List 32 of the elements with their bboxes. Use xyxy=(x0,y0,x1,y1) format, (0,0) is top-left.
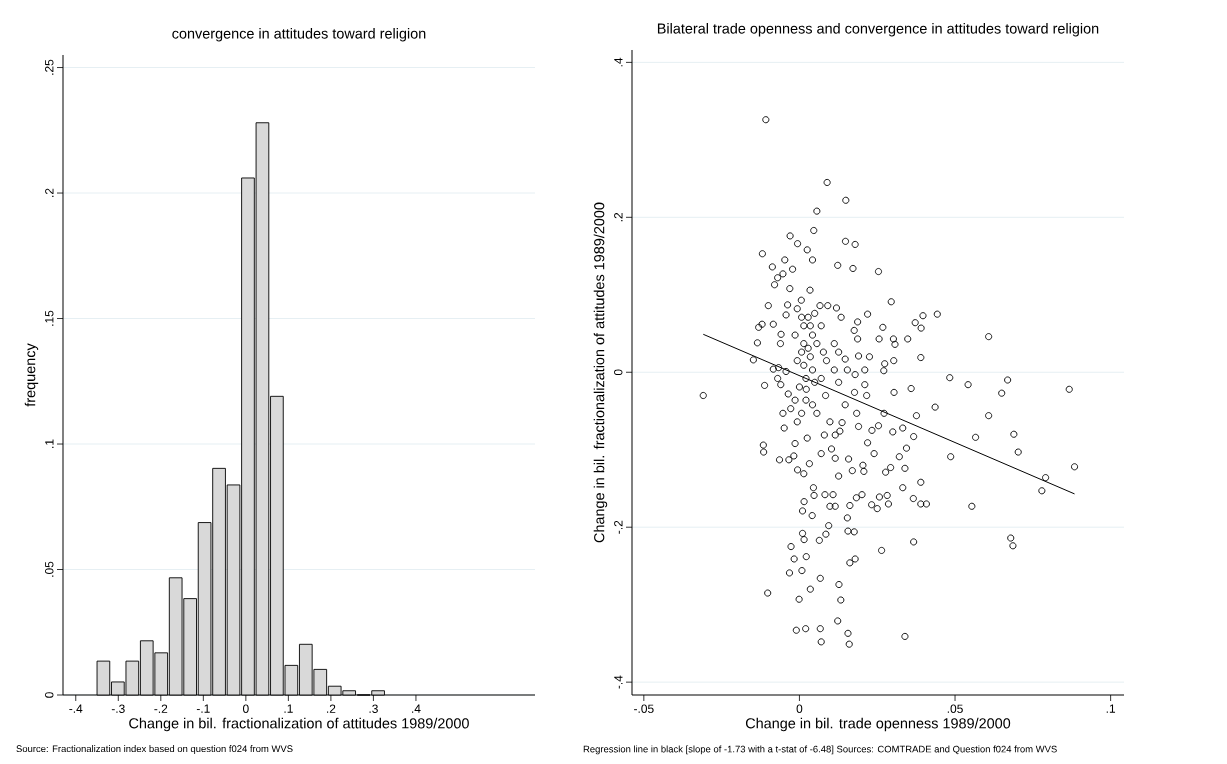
x-tick-label: .1 xyxy=(284,704,293,713)
x-tick-label: -.2 xyxy=(154,704,168,713)
y-tick-label: 0 xyxy=(45,692,54,698)
y-tick-label: .25 xyxy=(45,59,54,75)
x-tick-label: -.1 xyxy=(196,704,210,713)
y-axis-title: frequency xyxy=(24,343,39,407)
x-tick-label: .2 xyxy=(327,704,336,713)
x-tick-label: .1 xyxy=(1106,704,1116,713)
y-axis-title: Change in bil. fractionalization of attitudes 1989/2000 xyxy=(593,202,608,543)
text: Regression line in black [slope of -1.73 with a t-stat of -6.48] Sources: COMTRADE and Question f024 from WVS xyxy=(583,745,1057,755)
x-tick-label: -.05 xyxy=(634,704,654,713)
y-tick-label: .1 xyxy=(45,439,54,448)
x-axis-title: Change in bil. trade openness 1989/2000 xyxy=(745,717,1011,732)
x-tick-label: .05 xyxy=(947,704,963,713)
x-tick-label: .4 xyxy=(412,704,421,713)
y-tick-label: .2 xyxy=(614,212,623,222)
y-tick-label: -.2 xyxy=(614,520,623,534)
y-tick-label: 0 xyxy=(614,369,623,376)
x-tick-label: 0 xyxy=(796,704,803,713)
x-tick-label: -.3 xyxy=(111,704,125,713)
y-tick-label: .05 xyxy=(45,561,54,577)
chart-title: convergence in attitudes toward religion xyxy=(172,28,426,42)
x-tick-label: 0 xyxy=(242,704,249,713)
chart-title: Bilateral trade openness and convergence in attitudes toward religion xyxy=(657,23,1099,37)
y-tick-label: -.4 xyxy=(614,675,623,689)
y-tick-label: .2 xyxy=(45,188,54,197)
y-tick-label: .4 xyxy=(614,57,623,67)
x-tick-label: .3 xyxy=(369,704,378,713)
x-tick-label: -.4 xyxy=(69,704,83,713)
source-note: Source: Fractionalization index based on question f024 from WVS xyxy=(16,745,293,754)
y-tick-label: .15 xyxy=(45,310,54,326)
x-axis-title: Change in bil. fractionalization of attitudes 1989/2000 xyxy=(129,717,469,732)
